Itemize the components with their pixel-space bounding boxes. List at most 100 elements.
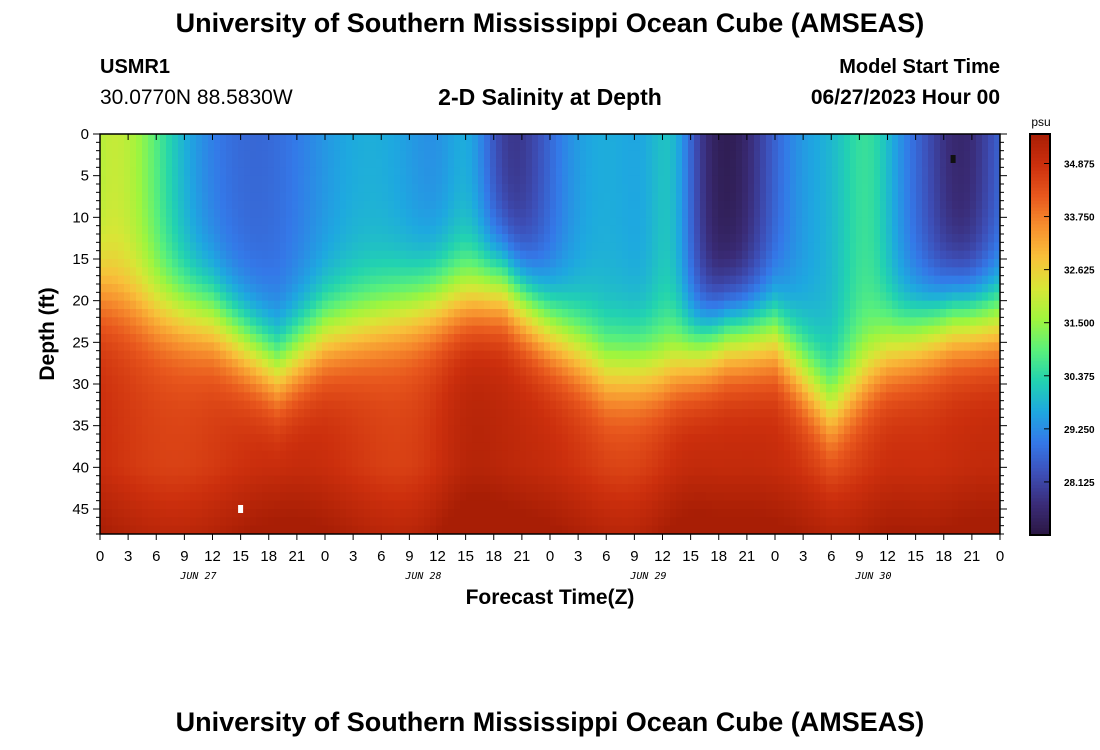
heatmap-cell <box>478 317 485 327</box>
heatmap-cell <box>580 442 587 452</box>
heatmap-cell <box>508 175 515 185</box>
heatmap-cell <box>640 275 647 285</box>
heatmap-cell <box>466 325 473 335</box>
heatmap-cell <box>706 267 713 277</box>
heatmap-cell <box>556 234 563 243</box>
heatmap-cell <box>472 309 479 318</box>
heatmap-cell <box>274 392 281 402</box>
heatmap-cell <box>628 500 635 510</box>
heatmap-cell <box>112 217 119 227</box>
heatmap-cell <box>610 167 617 177</box>
heatmap-cell <box>232 250 239 260</box>
heatmap-cell <box>220 459 227 468</box>
heatmap-cell <box>652 134 659 143</box>
heatmap-cell <box>268 359 275 368</box>
heatmap-cell <box>436 467 443 477</box>
heatmap-cell <box>166 384 173 393</box>
heatmap-cell <box>646 484 653 493</box>
heatmap-cell <box>700 242 707 252</box>
heatmap-cell <box>424 142 431 152</box>
heatmap-cell <box>160 317 167 327</box>
heatmap-cell <box>550 192 557 202</box>
heatmap-cell <box>514 167 521 177</box>
heatmap-cell <box>520 317 527 327</box>
heatmap-cell <box>238 459 245 468</box>
heatmap-cell <box>376 459 383 468</box>
heatmap-cell <box>598 275 605 285</box>
heatmap-cell <box>388 192 395 202</box>
heatmap-cell <box>496 400 503 410</box>
heatmap-cell <box>718 392 725 402</box>
heatmap-cell <box>496 175 503 185</box>
heatmap-cell <box>520 225 527 235</box>
heatmap-cell <box>700 442 707 452</box>
heatmap-cell <box>538 292 545 302</box>
heatmap-cell <box>130 167 137 177</box>
heatmap-cell <box>652 509 659 518</box>
heatmap-cell <box>448 492 455 502</box>
heatmap-cell <box>574 375 581 385</box>
heatmap-cell <box>370 475 377 485</box>
heatmap-cell <box>448 175 455 185</box>
heatmap-cell <box>232 467 239 477</box>
heatmap-cell <box>688 342 695 352</box>
heatmap-cell <box>358 142 365 152</box>
heatmap-cell <box>598 417 605 427</box>
heatmap-cell <box>244 525 251 534</box>
heatmap-cell <box>634 134 641 143</box>
heatmap-cell <box>544 167 551 177</box>
heatmap-cell <box>580 467 587 477</box>
heatmap-cell <box>574 275 581 285</box>
heatmap-cell <box>310 142 317 152</box>
heatmap-cell <box>232 500 239 510</box>
heatmap-cell <box>286 442 293 452</box>
heatmap-cell <box>538 250 545 260</box>
heatmap-cell <box>334 384 341 393</box>
heatmap-cell <box>712 200 719 210</box>
heatmap-cell <box>196 475 203 485</box>
heatmap-cell <box>304 409 311 418</box>
heatmap-cell <box>118 300 125 310</box>
heatmap-cell <box>718 450 725 460</box>
heatmap-cell <box>142 284 149 293</box>
heatmap-cell <box>652 275 659 285</box>
heatmap-cell <box>124 517 131 527</box>
heatmap-cell <box>604 300 611 310</box>
heatmap-cell <box>166 475 173 485</box>
heatmap-cell <box>592 342 599 352</box>
heatmap-cell <box>250 459 257 468</box>
heatmap-cell <box>154 242 161 252</box>
heatmap-cell <box>640 517 647 527</box>
heatmap-cell <box>118 492 125 502</box>
heatmap-cell <box>334 134 341 143</box>
heatmap-cell <box>424 517 431 527</box>
heatmap-cell <box>544 217 551 227</box>
heatmap-cell <box>130 159 137 168</box>
heatmap-cell <box>418 459 425 468</box>
heatmap-cell <box>550 475 557 485</box>
heatmap-cell <box>274 309 281 318</box>
heatmap-cell <box>190 217 197 227</box>
heatmap-cell <box>214 359 221 368</box>
heatmap-cell <box>670 442 677 452</box>
heatmap-cell <box>484 150 491 160</box>
heatmap-cell <box>418 434 425 443</box>
heatmap-cell <box>190 275 197 285</box>
heatmap-cell <box>142 150 149 160</box>
heatmap-cell <box>556 500 563 510</box>
heatmap-cell <box>310 484 317 493</box>
heatmap-cell <box>670 359 677 368</box>
heatmap-cell <box>424 342 431 352</box>
heatmap-cell <box>658 242 665 252</box>
heatmap-cell <box>496 384 503 393</box>
heatmap-cell <box>406 150 413 160</box>
heatmap-cell <box>700 225 707 235</box>
heatmap-cell <box>628 475 635 485</box>
heatmap-cell <box>514 184 521 193</box>
heatmap-cell <box>358 350 365 360</box>
heatmap-cell <box>334 459 341 468</box>
heatmap-cell <box>718 409 725 418</box>
heatmap-cell <box>622 275 629 285</box>
heatmap-cell <box>466 150 473 160</box>
heatmap-cell <box>244 409 251 418</box>
